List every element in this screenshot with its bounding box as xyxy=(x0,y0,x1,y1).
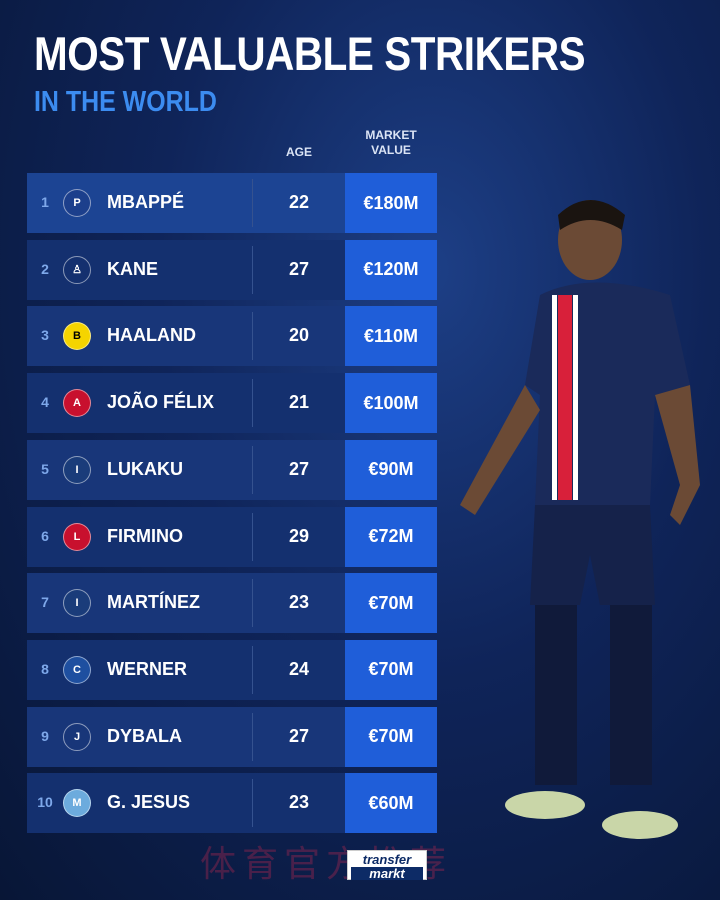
juventus-crest-icon: J xyxy=(63,722,91,751)
table-row: 8 C WERNER 24 €70M xyxy=(27,639,437,700)
column-divider xyxy=(252,179,253,227)
atletico-madrid-crest-icon: A xyxy=(63,389,91,418)
player-age: 23 xyxy=(288,592,310,613)
rank: 9 xyxy=(41,727,49,744)
player-name: G. JESUS xyxy=(107,792,191,813)
market-value: €100M xyxy=(345,373,437,434)
table-row: 1 P MBAPPÉ 22 €180M xyxy=(27,173,437,233)
logo-line1: transfer xyxy=(362,852,412,867)
player-age: 24 xyxy=(288,658,310,679)
page-subtitle: IN THE WORLD xyxy=(34,86,217,118)
inter-crest-icon: I xyxy=(63,589,91,618)
market-value-header-line1: MARKET xyxy=(365,128,417,142)
age-header: AGE xyxy=(285,145,312,159)
chelsea-crest-icon: C xyxy=(63,655,91,684)
player-age: 27 xyxy=(288,258,310,279)
player-name: FIRMINO xyxy=(107,525,183,546)
player-age: 23 xyxy=(288,792,310,813)
man-city-crest-icon: M xyxy=(63,789,91,818)
column-divider xyxy=(252,645,253,694)
inter-crest-icon: I xyxy=(63,455,91,484)
rank: 10 xyxy=(37,794,53,811)
column-divider xyxy=(252,245,253,294)
player-age: 27 xyxy=(288,725,310,746)
table-row: 2 ♙ KANE 27 €120M xyxy=(27,239,437,300)
player-name: KANE xyxy=(107,258,159,279)
market-value: €72M xyxy=(345,506,437,567)
rank: 3 xyxy=(41,327,49,344)
table-row: 3 B HAALAND 20 €110M xyxy=(27,306,437,367)
player-age: 20 xyxy=(288,325,310,346)
tottenham-crest-icon: ♙ xyxy=(63,255,91,284)
player-name: LUKAKU xyxy=(107,458,183,479)
liverpool-crest-icon: L xyxy=(63,522,91,551)
player-age: 21 xyxy=(288,392,310,413)
table-row: 5 I LUKAKU 27 €90M xyxy=(27,439,437,500)
table-row: 4 A JOÃO FÉLIX 21 €100M xyxy=(27,373,437,434)
table-row: 7 I MARTÍNEZ 23 €70M xyxy=(27,573,437,634)
player-photo xyxy=(460,200,700,839)
logo-line2: markt xyxy=(351,867,423,880)
rank: 7 xyxy=(41,594,49,611)
rank: 5 xyxy=(41,460,49,477)
player-age: 27 xyxy=(288,458,310,479)
market-value-header-line2: VALUE xyxy=(371,143,411,157)
column-divider xyxy=(252,445,253,494)
player-age: 29 xyxy=(288,525,310,546)
transfermarkt-logo: transfer markt xyxy=(347,850,427,880)
market-value: €70M xyxy=(345,573,437,634)
column-divider xyxy=(252,512,253,561)
rank: 6 xyxy=(41,527,49,544)
table-row: 9 J DYBALA 27 €70M xyxy=(27,706,437,767)
market-value-header: MARKET VALUE xyxy=(345,128,437,158)
rank: 8 xyxy=(41,660,49,677)
rank: 1 xyxy=(41,194,49,210)
column-divider xyxy=(252,379,253,428)
psg-crest-icon: P xyxy=(63,189,91,217)
market-value: €90M xyxy=(345,439,437,500)
page-title: MOST VALUABLE STRIKERS xyxy=(34,27,586,80)
player-name: DYBALA xyxy=(107,725,182,746)
rank: 4 xyxy=(41,394,49,411)
column-divider xyxy=(252,579,253,628)
column-divider xyxy=(252,312,253,361)
table-row: 10 M G. JESUS 23 €60M xyxy=(27,773,437,834)
player-name: MBAPPÉ xyxy=(107,192,185,212)
market-value: €70M xyxy=(345,639,437,700)
market-value: €120M xyxy=(345,239,437,300)
column-divider xyxy=(252,712,253,761)
market-value: €180M xyxy=(345,173,437,233)
rank: 2 xyxy=(41,260,49,277)
column-divider xyxy=(252,779,253,828)
dortmund-crest-icon: B xyxy=(63,322,91,351)
player-name: WERNER xyxy=(107,658,187,679)
market-value: €110M xyxy=(345,306,437,367)
player-name: HAALAND xyxy=(107,325,196,346)
player-age: 22 xyxy=(288,192,310,212)
market-value: €70M xyxy=(345,706,437,767)
player-name: MARTÍNEZ xyxy=(107,592,200,613)
player-name: JOÃO FÉLIX xyxy=(107,392,215,413)
market-value: €60M xyxy=(345,773,437,834)
table-row: 6 L FIRMINO 29 €72M xyxy=(27,506,437,567)
